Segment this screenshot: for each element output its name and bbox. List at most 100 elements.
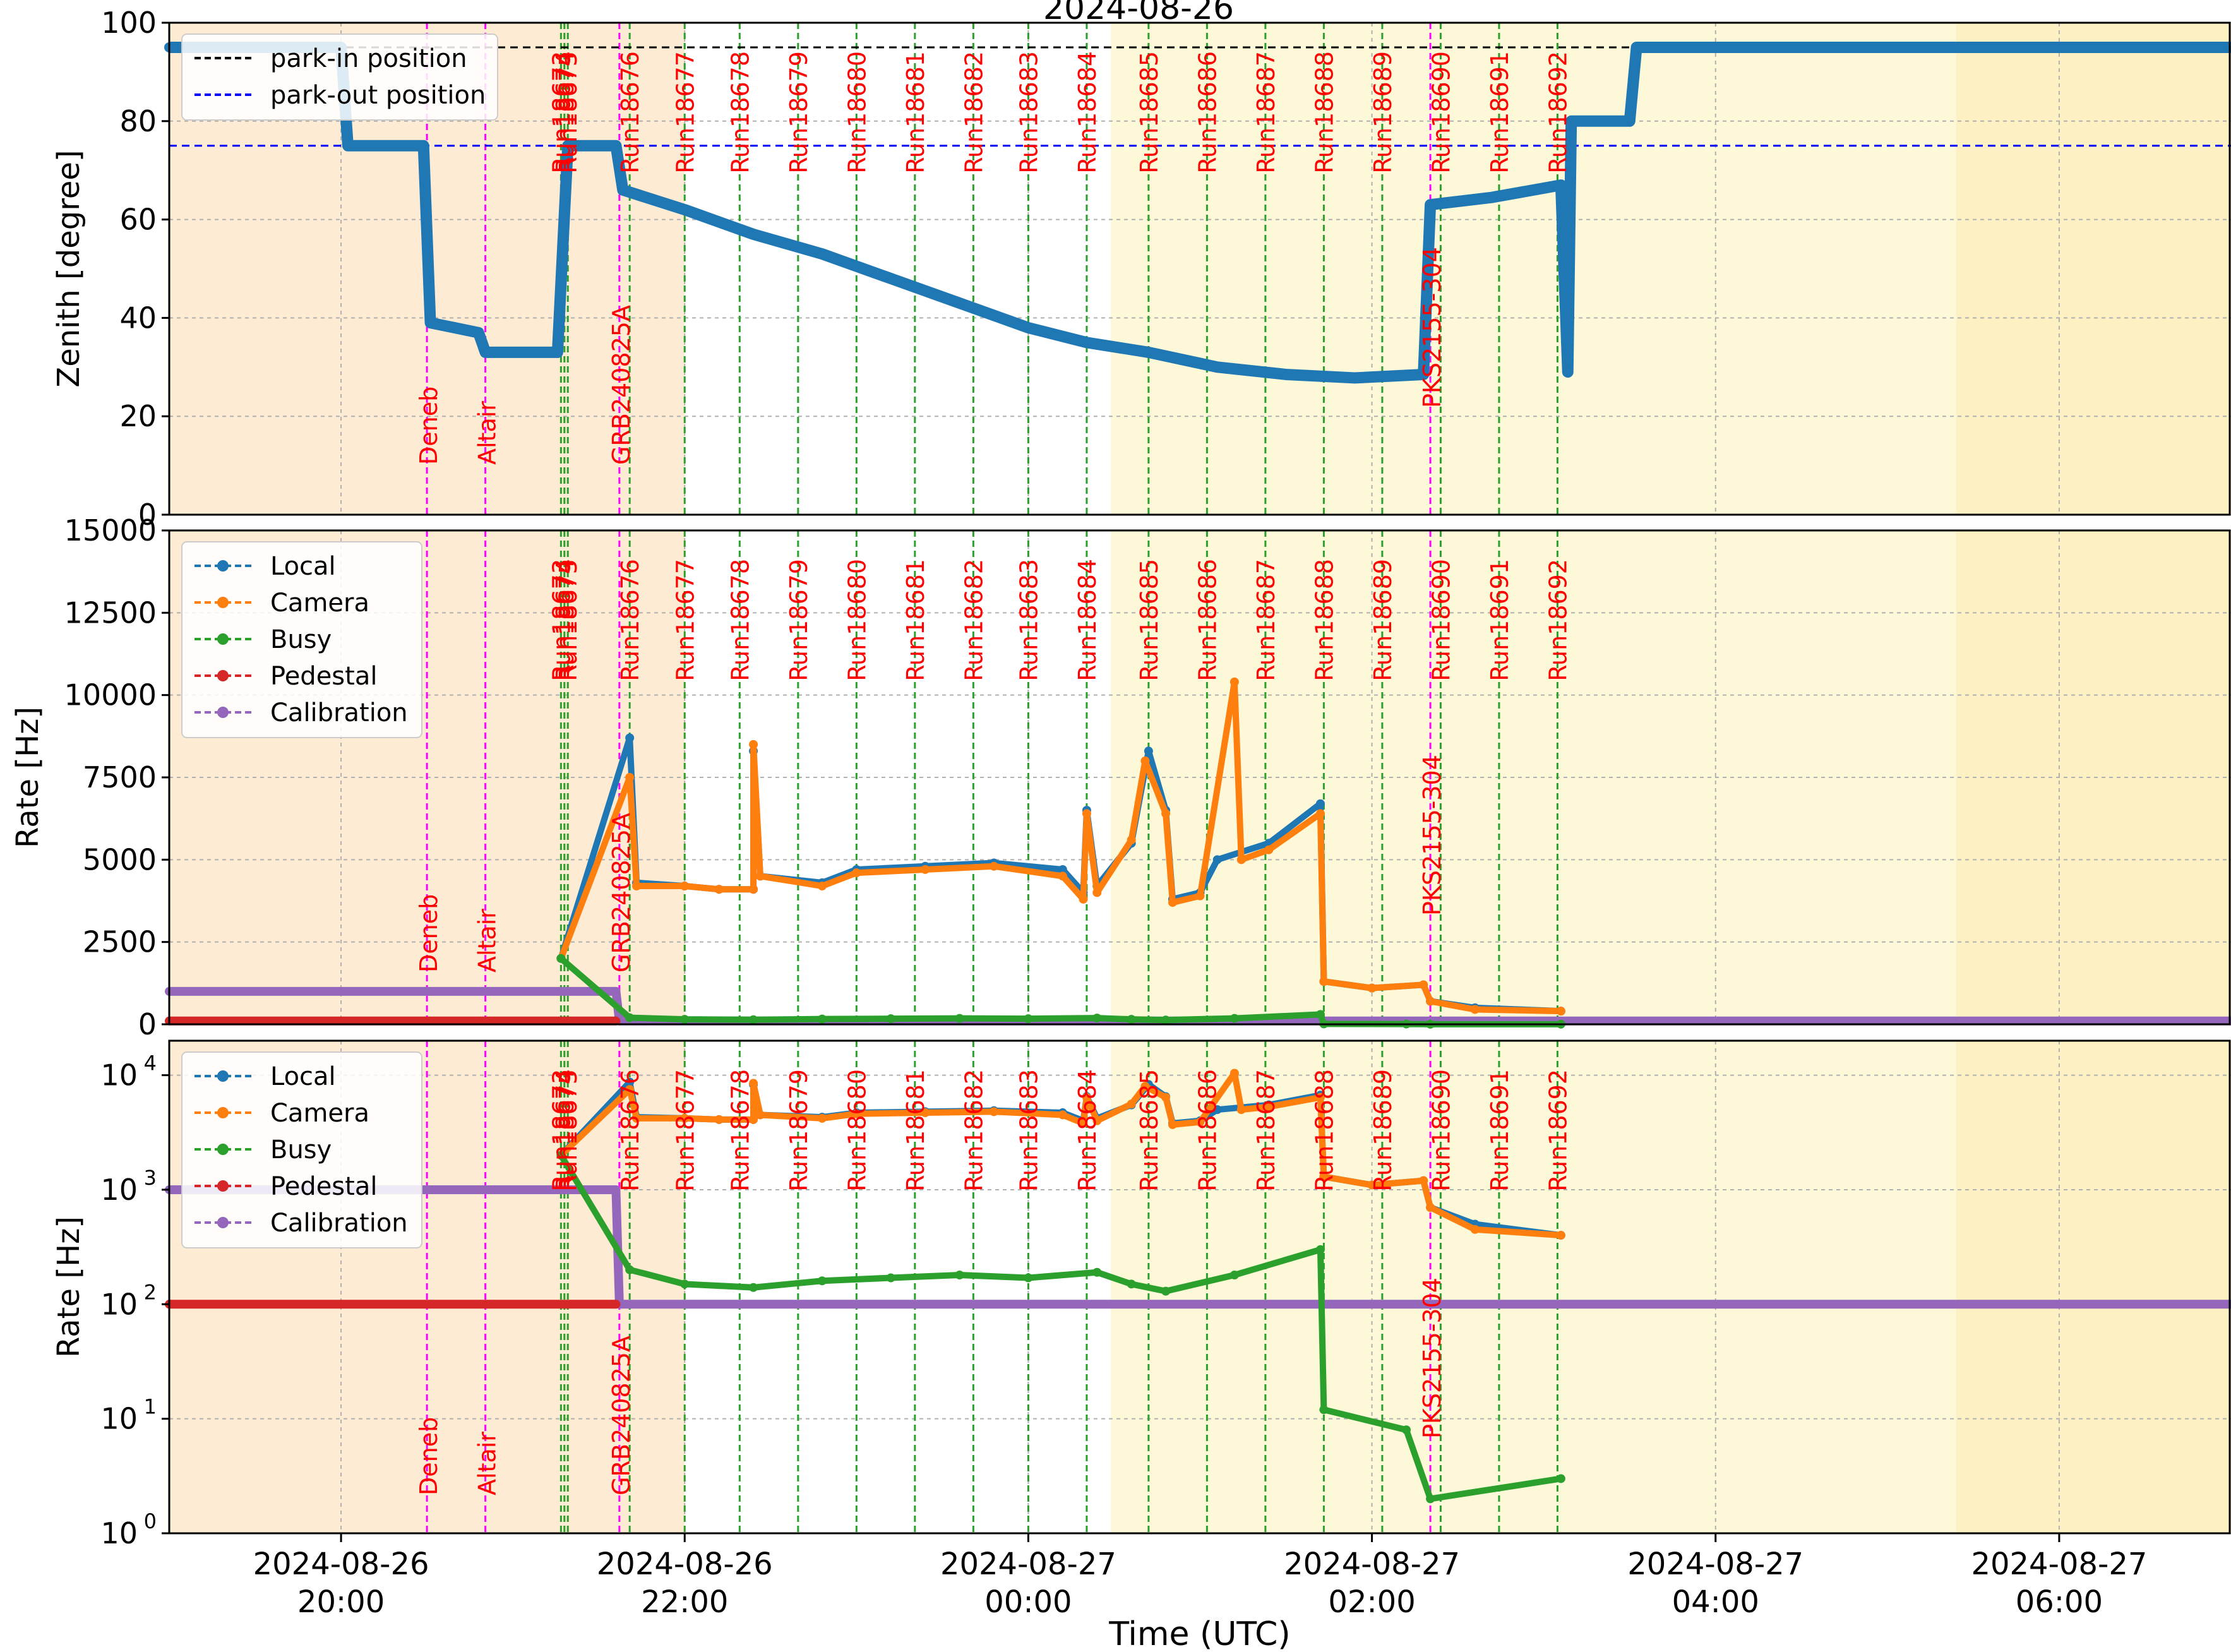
y-tick-exp-2: 2	[144, 1280, 157, 1304]
legend-label-4: Calibration	[270, 1209, 408, 1238]
zenith-point-20	[1212, 362, 1223, 373]
zenith-point-30	[1631, 42, 1642, 52]
zenith-point-27	[1562, 367, 1573, 378]
busy-point-7	[1024, 1014, 1033, 1024]
x-tick-time-2: 00:00	[984, 1584, 1072, 1620]
y-tick-label-0: 0	[138, 498, 157, 532]
run-label-Run18688: Run18688	[1310, 51, 1338, 174]
y-axis-label: Rate [Hz]	[51, 1216, 87, 1358]
camera-point-16	[1127, 835, 1136, 845]
zenith-point-25	[1487, 192, 1498, 203]
camera-point-23	[1264, 845, 1274, 854]
zenith-point-14	[816, 249, 827, 260]
legend-box	[181, 541, 422, 738]
camera-point-6	[749, 739, 758, 749]
x-axis-ticks: 2024-08-2620:002024-08-2622:002024-08-27…	[253, 1533, 2147, 1620]
y-axis-label: Zenith [degree]	[51, 150, 87, 387]
legend-marker-3	[217, 1180, 229, 1192]
run-label-Run18685: Run18685	[1135, 559, 1163, 681]
source-label-GRB240825A: GRB240825A	[607, 813, 635, 973]
run-label-Run18674: Run18674	[551, 1069, 579, 1192]
y-tick-label-3: 10	[100, 1173, 138, 1207]
busy-point-4	[817, 1276, 827, 1286]
shade-band-1	[530, 1041, 547, 1533]
camera-point-25	[1319, 977, 1329, 986]
busy-point-12	[1315, 1245, 1325, 1254]
run-label-Run18688: Run18688	[1310, 559, 1338, 681]
y-axis-label: Rate [Hz]	[10, 707, 45, 848]
camera-point-22	[1236, 855, 1246, 865]
run-label-Run18676: Run18676	[616, 1069, 644, 1192]
legend-label-0: Local	[270, 1062, 336, 1091]
camera-point-18	[1161, 809, 1171, 818]
run-label-Run18680: Run18680	[843, 1069, 871, 1192]
legend: Local Camera Busy Pedestal Calibration	[181, 541, 422, 738]
camera-point-26	[1367, 983, 1377, 993]
source-label-Altair: Altair	[474, 909, 501, 973]
local-point-21	[1212, 855, 1222, 865]
y-tick-exp-0: 0	[144, 1509, 157, 1533]
camera-point-7	[755, 1110, 765, 1120]
source-label-PKS2155-304: PKS2155-304	[1418, 1278, 1446, 1439]
camera-point-14	[1082, 1092, 1091, 1102]
legend-marker-1	[217, 1107, 229, 1118]
run-label-Run18686: Run18686	[1193, 559, 1221, 681]
camera-point-30	[1556, 1007, 1565, 1016]
camera-point-13	[1079, 1118, 1088, 1128]
x-tick-date-1: 2024-08-26	[597, 1547, 773, 1582]
busy-point-8	[1092, 1267, 1102, 1277]
camera-point-2	[632, 1113, 642, 1123]
camera-point-14	[1082, 809, 1091, 818]
camera-point-8	[817, 1113, 827, 1123]
busy-point-16	[1556, 1474, 1565, 1483]
source-label-PKS2155-304: PKS2155-304	[1418, 755, 1446, 916]
camera-point-17	[1140, 1082, 1150, 1091]
run-label-Run18684: Run18684	[1074, 51, 1101, 174]
camera-point-2	[632, 882, 642, 891]
zenith-point-18	[1081, 337, 1092, 348]
local-point-23	[1315, 799, 1325, 808]
run-label-Run18684: Run18684	[1074, 1069, 1101, 1192]
run-label-Run18679: Run18679	[785, 51, 813, 174]
run-label-Run18677: Run18677	[671, 559, 699, 681]
run-label-Run18690: Run18690	[1427, 51, 1455, 174]
busy-point-15	[1426, 1494, 1435, 1504]
camera-point-25	[1319, 1172, 1329, 1182]
camera-point-28	[1426, 997, 1435, 1006]
camera-point-8	[817, 882, 827, 891]
source-label-GRB240825A: GRB240825A	[607, 305, 635, 465]
run-label-Run18675: Run18675	[554, 51, 582, 174]
camera-point-10	[921, 865, 930, 874]
source-label-Deneb: Deneb	[415, 894, 443, 973]
run-label-Run18688: Run18688	[1310, 1069, 1338, 1192]
zenith-point-13	[748, 229, 759, 239]
zenith-point-8	[552, 347, 563, 357]
run-label-Run18686: Run18686	[1193, 51, 1221, 174]
busy-point-5	[886, 1014, 895, 1024]
source-label-Altair: Altair	[474, 401, 501, 465]
run-label-Run18679: Run18679	[785, 559, 813, 681]
legend-label-1: Camera	[270, 589, 369, 618]
pedestal-point-1	[611, 1016, 621, 1026]
busy-point-2	[680, 1015, 690, 1024]
camera-point-1	[625, 1085, 635, 1094]
busy-point-10	[1161, 1015, 1171, 1025]
camera-point-9	[852, 1109, 861, 1118]
run-label-Run18676: Run18676	[616, 559, 644, 681]
busy-point-7	[1024, 1273, 1033, 1283]
x-tick-date-2: 2024-08-27	[940, 1547, 1116, 1582]
busy-point-4	[817, 1014, 827, 1024]
camera-point-21	[1229, 1068, 1239, 1078]
zenith-point-23	[1418, 369, 1429, 380]
zenith-point-15	[885, 273, 896, 284]
pedestal-point-1	[611, 1300, 621, 1309]
run-label-Run18680: Run18680	[843, 51, 871, 174]
zenith-point-7	[480, 347, 491, 357]
source-label-Altair: Altair	[474, 1432, 501, 1495]
legend-box	[181, 1051, 422, 1248]
run-label-Run18677: Run18677	[671, 1069, 699, 1192]
camera-point-27	[1419, 980, 1428, 990]
run-label-Run18691: Run18691	[1486, 559, 1514, 681]
